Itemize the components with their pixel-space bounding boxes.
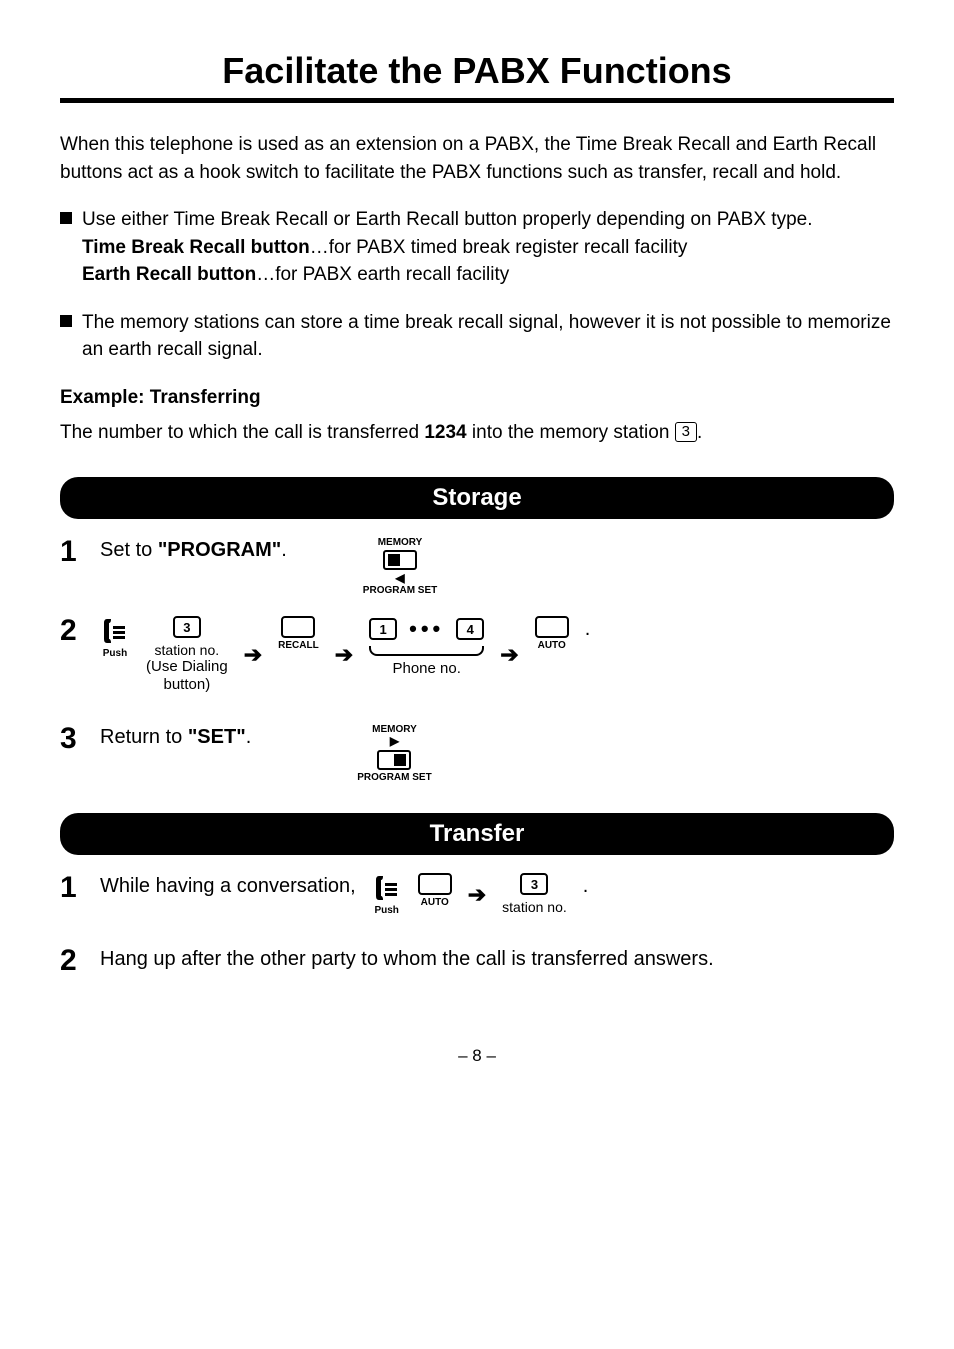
step-body: Push 3 station no. (Use Dialing button) … bbox=[100, 616, 894, 694]
auto-label: AUTO bbox=[538, 640, 566, 651]
switch-arrow-icon: ▶ bbox=[390, 735, 399, 748]
handset-icon bbox=[372, 873, 402, 903]
program-set-label: PROGRAM SET bbox=[363, 585, 437, 596]
memory-label: MEMORY bbox=[378, 537, 423, 548]
arrow-icon: ➔ bbox=[500, 642, 518, 668]
step-body: Return to "SET". MEMORY ▶ PROGRAM SET bbox=[100, 724, 894, 783]
example-text-c: . bbox=[697, 422, 702, 443]
square-bullet-icon bbox=[60, 212, 72, 224]
page-title: Facilitate the PABX Functions bbox=[60, 50, 894, 92]
key-1: 1 bbox=[369, 618, 397, 640]
ellipsis-icon: ••• bbox=[409, 616, 444, 642]
key-blank bbox=[535, 616, 569, 638]
switch-arrow-icon: ◀ bbox=[395, 572, 404, 585]
switch-icon bbox=[383, 550, 417, 570]
step3-text: Return to "SET". bbox=[100, 724, 251, 749]
memory-switch-set-icon: MEMORY ▶ PROGRAM SET bbox=[357, 724, 431, 783]
example-number: 1234 bbox=[424, 422, 466, 443]
transfer-step-1: 1 While having a conversation, Push AUTO… bbox=[60, 873, 894, 916]
bullet-item-1: Use either Time Break Recall or Earth Re… bbox=[60, 206, 894, 289]
step1-b: "PROGRAM" bbox=[158, 539, 281, 561]
example-label: Example: Transferring bbox=[60, 387, 261, 408]
step-body: While having a conversation, Push AUTO ➔… bbox=[100, 873, 894, 916]
step1-a: Set to bbox=[100, 539, 158, 561]
earth-recall-label: Earth Recall button bbox=[82, 264, 256, 285]
example-sentence: The number to which the call is transfer… bbox=[60, 419, 894, 447]
use-dialing-b: button bbox=[163, 676, 205, 693]
recall-key-group: RECALL bbox=[278, 616, 319, 651]
memory-switch-program-icon: MEMORY ◀ PROGRAM SET bbox=[363, 537, 437, 596]
page-number: – 8 – bbox=[60, 1046, 894, 1066]
bullet-text: Use either Time Break Recall or Earth Re… bbox=[82, 206, 894, 289]
time-break-label: Time Break Recall button bbox=[82, 237, 310, 258]
phone-number-group: 1 ••• 4 Phone no. bbox=[369, 616, 484, 677]
transfer-section-bar: Transfer bbox=[60, 813, 894, 855]
push-label: Push bbox=[103, 648, 127, 659]
step1-c: . bbox=[281, 539, 287, 561]
example-text-a: The number to which the call is transfer… bbox=[60, 422, 424, 443]
intro-paragraph: When this telephone is used as an extens… bbox=[60, 131, 894, 186]
transfer-step-2: 2 Hang up after the other party to whom … bbox=[60, 946, 894, 976]
example-station-key: 3 bbox=[675, 422, 697, 442]
phone-no-label: Phone no. bbox=[369, 646, 484, 677]
arrow-icon: ➔ bbox=[335, 642, 353, 668]
transfer-step2-text: Hang up after the other party to whom th… bbox=[100, 946, 714, 971]
use-dialing-a: Use Dialing bbox=[151, 658, 228, 675]
key-4: 4 bbox=[456, 618, 484, 640]
phone-keys-row: 1 ••• 4 bbox=[369, 616, 484, 642]
auto-label: AUTO bbox=[421, 897, 449, 908]
step3-a: Return to bbox=[100, 726, 188, 748]
example-heading: Example: Transferring bbox=[60, 384, 894, 412]
step-number: 3 bbox=[60, 724, 100, 754]
push-label: Push bbox=[374, 905, 398, 916]
step3-b: "SET" bbox=[188, 726, 246, 748]
step-number: 2 bbox=[60, 616, 100, 646]
storage-step-1: 1 Set to "PROGRAM". MEMORY ◀ PROGRAM SET bbox=[60, 537, 894, 596]
switch-icon bbox=[377, 750, 411, 770]
bullet-item-2: The memory stations can store a time bre… bbox=[60, 309, 894, 364]
transfer-step1-text: While having a conversation, bbox=[100, 873, 356, 898]
auto-key-group: AUTO bbox=[418, 873, 452, 908]
station-key-group: 3 station no. bbox=[502, 873, 567, 915]
bullet1-line1: Use either Time Break Recall or Earth Re… bbox=[82, 206, 894, 234]
step-number: 1 bbox=[60, 873, 100, 903]
period: . bbox=[585, 616, 591, 641]
title-rule bbox=[60, 98, 894, 103]
step-body: Hang up after the other party to whom th… bbox=[100, 946, 894, 971]
station-no-label: station no. bbox=[155, 642, 220, 658]
earth-recall-desc: …for PABX earth recall facility bbox=[256, 264, 509, 285]
arrow-icon: ➔ bbox=[244, 642, 262, 668]
key-blank bbox=[281, 616, 315, 638]
station-no-label: station no. bbox=[502, 899, 567, 915]
square-bullet-icon bbox=[60, 315, 72, 327]
step1-text: Set to "PROGRAM". bbox=[100, 537, 287, 562]
bullet1-line2: Time Break Recall button…for PABX timed … bbox=[82, 234, 894, 262]
manual-page: Facilitate the PABX Functions When this … bbox=[0, 0, 954, 1349]
step-number: 2 bbox=[60, 946, 100, 976]
bullet2-text: The memory stations can store a time bre… bbox=[82, 309, 894, 364]
example-text-b: into the memory station bbox=[467, 422, 675, 443]
arrow-icon: ➔ bbox=[468, 882, 486, 908]
bullet1-line3: Earth Recall button…for PABX earth recal… bbox=[82, 261, 894, 289]
program-set-label: PROGRAM SET bbox=[357, 772, 431, 783]
key-blank bbox=[418, 873, 452, 895]
period: . bbox=[583, 873, 589, 898]
push-handset-icon: Push bbox=[372, 873, 402, 916]
step-number: 1 bbox=[60, 537, 100, 567]
storage-step-2: 2 Push 3 station no. (Use Dialing button… bbox=[60, 616, 894, 694]
handset-icon bbox=[100, 616, 130, 646]
step-body: Set to "PROGRAM". MEMORY ◀ PROGRAM SET bbox=[100, 537, 894, 596]
use-dialing-note: (Use Dialing button) bbox=[146, 658, 228, 694]
auto-key-group: AUTO bbox=[535, 616, 569, 651]
time-break-desc: …for PABX timed break register recall fa… bbox=[310, 237, 688, 258]
step3-c: . bbox=[246, 726, 252, 748]
key-3: 3 bbox=[173, 616, 201, 638]
push-handset-icon: Push bbox=[100, 616, 130, 659]
station-key-group: 3 station no. (Use Dialing button) bbox=[146, 616, 228, 694]
storage-section-bar: Storage bbox=[60, 477, 894, 519]
key-3: 3 bbox=[520, 873, 548, 895]
recall-label: RECALL bbox=[278, 640, 319, 651]
storage-step-3: 3 Return to "SET". MEMORY ▶ PROGRAM SET bbox=[60, 724, 894, 783]
